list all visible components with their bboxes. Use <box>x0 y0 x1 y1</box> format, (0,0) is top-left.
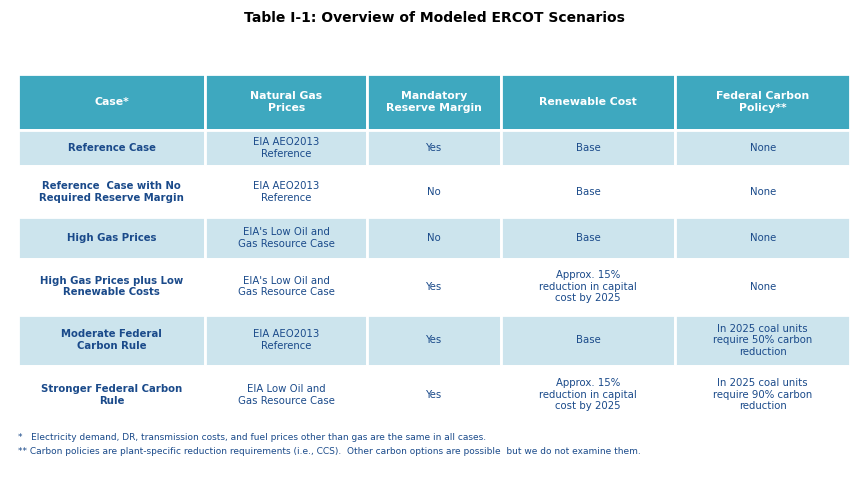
Text: Yes: Yes <box>426 335 442 345</box>
Bar <box>675 259 850 315</box>
Bar <box>501 166 675 217</box>
Bar <box>675 315 850 365</box>
Text: Mandatory
Reserve Margin: Mandatory Reserve Margin <box>386 91 482 113</box>
Bar <box>367 315 501 365</box>
Text: Renewable Cost: Renewable Cost <box>539 97 637 107</box>
Bar <box>205 217 367 259</box>
Bar <box>675 74 850 130</box>
Text: EIA's Low Oil and
Gas Resource Case: EIA's Low Oil and Gas Resource Case <box>238 227 335 249</box>
Text: *   Electricity demand, DR, transmission costs, and fuel prices other than gas a: * Electricity demand, DR, transmission c… <box>18 433 486 442</box>
Text: No: No <box>427 187 441 197</box>
Text: Base: Base <box>575 143 601 153</box>
Bar <box>205 130 367 166</box>
Bar <box>367 74 501 130</box>
Bar <box>18 74 205 130</box>
Bar <box>205 259 367 315</box>
Bar <box>675 365 850 424</box>
Text: Yes: Yes <box>426 143 442 153</box>
Bar <box>205 365 367 424</box>
Text: Natural Gas
Prices: Natural Gas Prices <box>250 91 322 113</box>
Bar <box>501 217 675 259</box>
Bar <box>18 217 205 259</box>
Text: None: None <box>749 233 776 243</box>
Bar <box>367 259 501 315</box>
Text: Case*: Case* <box>95 97 129 107</box>
Bar <box>18 166 205 217</box>
Text: Base: Base <box>575 335 601 345</box>
Bar <box>501 365 675 424</box>
Text: None: None <box>749 187 776 197</box>
Text: EIA's Low Oil and
Gas Resource Case: EIA's Low Oil and Gas Resource Case <box>238 276 335 297</box>
Bar <box>367 130 501 166</box>
Text: Table I-1: Overview of Modeled ERCOT Scenarios: Table I-1: Overview of Modeled ERCOT Sce… <box>244 11 624 25</box>
Bar <box>205 315 367 365</box>
Text: Reference  Case with No
Required Reserve Margin: Reference Case with No Required Reserve … <box>39 181 184 203</box>
Bar <box>367 365 501 424</box>
Text: Base: Base <box>575 187 601 197</box>
Bar <box>501 259 675 315</box>
Bar <box>367 217 501 259</box>
Text: EIA AEO2013
Reference: EIA AEO2013 Reference <box>253 137 319 159</box>
Text: No: No <box>427 233 441 243</box>
Bar <box>501 315 675 365</box>
Text: Base: Base <box>575 233 601 243</box>
Text: None: None <box>749 143 776 153</box>
Text: ** Carbon policies are plant-specific reduction requirements (i.e., CCS).  Other: ** Carbon policies are plant-specific re… <box>18 446 641 456</box>
Text: None: None <box>749 282 776 292</box>
Text: Moderate Federal
Carbon Rule: Moderate Federal Carbon Rule <box>61 330 162 351</box>
Bar <box>675 130 850 166</box>
Bar <box>501 130 675 166</box>
Text: High Gas Prices: High Gas Prices <box>67 233 156 243</box>
Bar <box>367 166 501 217</box>
Text: Reference Case: Reference Case <box>68 143 155 153</box>
Text: In 2025 coal units
require 50% carbon
reduction: In 2025 coal units require 50% carbon re… <box>713 323 812 357</box>
Bar <box>205 166 367 217</box>
Text: High Gas Prices plus Low
Renewable Costs: High Gas Prices plus Low Renewable Costs <box>40 276 183 297</box>
Text: EIA AEO2013
Reference: EIA AEO2013 Reference <box>253 330 319 351</box>
Text: In 2025 coal units
require 90% carbon
reduction: In 2025 coal units require 90% carbon re… <box>713 378 812 411</box>
Bar <box>501 74 675 130</box>
Bar <box>18 259 205 315</box>
Bar <box>18 315 205 365</box>
Bar <box>675 217 850 259</box>
Text: EIA Low Oil and
Gas Resource Case: EIA Low Oil and Gas Resource Case <box>238 384 335 406</box>
Text: Stronger Federal Carbon
Rule: Stronger Federal Carbon Rule <box>41 384 182 406</box>
Bar <box>205 74 367 130</box>
Bar <box>18 130 205 166</box>
Bar <box>675 166 850 217</box>
Text: EIA AEO2013
Reference: EIA AEO2013 Reference <box>253 181 319 203</box>
Bar <box>18 365 205 424</box>
Text: Yes: Yes <box>426 390 442 400</box>
Text: Federal Carbon
Policy**: Federal Carbon Policy** <box>716 91 809 113</box>
Text: Yes: Yes <box>426 282 442 292</box>
Text: Approx. 15%
reduction in capital
cost by 2025: Approx. 15% reduction in capital cost by… <box>539 378 637 411</box>
Text: Approx. 15%
reduction in capital
cost by 2025: Approx. 15% reduction in capital cost by… <box>539 270 637 303</box>
